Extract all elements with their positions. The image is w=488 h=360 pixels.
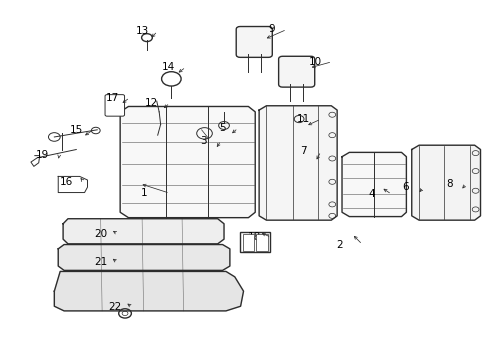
Text: 13: 13 — [135, 26, 148, 36]
Text: 4: 4 — [367, 189, 374, 199]
Text: 15: 15 — [69, 125, 83, 135]
Text: 1: 1 — [141, 188, 147, 198]
Text: 3: 3 — [199, 136, 206, 145]
Text: 20: 20 — [94, 229, 107, 239]
Text: 8: 8 — [445, 179, 452, 189]
Polygon shape — [259, 106, 336, 220]
Polygon shape — [411, 145, 480, 220]
Text: 18: 18 — [247, 232, 260, 242]
Text: 11: 11 — [296, 114, 309, 124]
Text: 9: 9 — [267, 24, 274, 35]
Text: 2: 2 — [336, 239, 342, 249]
Text: 21: 21 — [94, 257, 107, 267]
Text: 7: 7 — [299, 146, 305, 156]
Text: 5: 5 — [219, 123, 225, 133]
FancyBboxPatch shape — [105, 95, 124, 116]
Text: 12: 12 — [145, 98, 158, 108]
Text: 17: 17 — [106, 93, 119, 103]
FancyBboxPatch shape — [236, 27, 272, 57]
Polygon shape — [54, 271, 243, 311]
Text: 10: 10 — [308, 57, 321, 67]
Polygon shape — [341, 152, 406, 217]
FancyBboxPatch shape — [278, 56, 314, 87]
Polygon shape — [63, 219, 224, 244]
FancyBboxPatch shape — [256, 234, 267, 251]
Text: 14: 14 — [162, 62, 175, 72]
Text: 16: 16 — [60, 177, 73, 187]
Polygon shape — [58, 244, 229, 270]
Polygon shape — [120, 107, 255, 218]
Text: 22: 22 — [108, 302, 122, 312]
Text: 19: 19 — [36, 150, 49, 160]
Text: 6: 6 — [401, 182, 408, 192]
FancyBboxPatch shape — [239, 232, 269, 252]
FancyBboxPatch shape — [242, 234, 254, 251]
